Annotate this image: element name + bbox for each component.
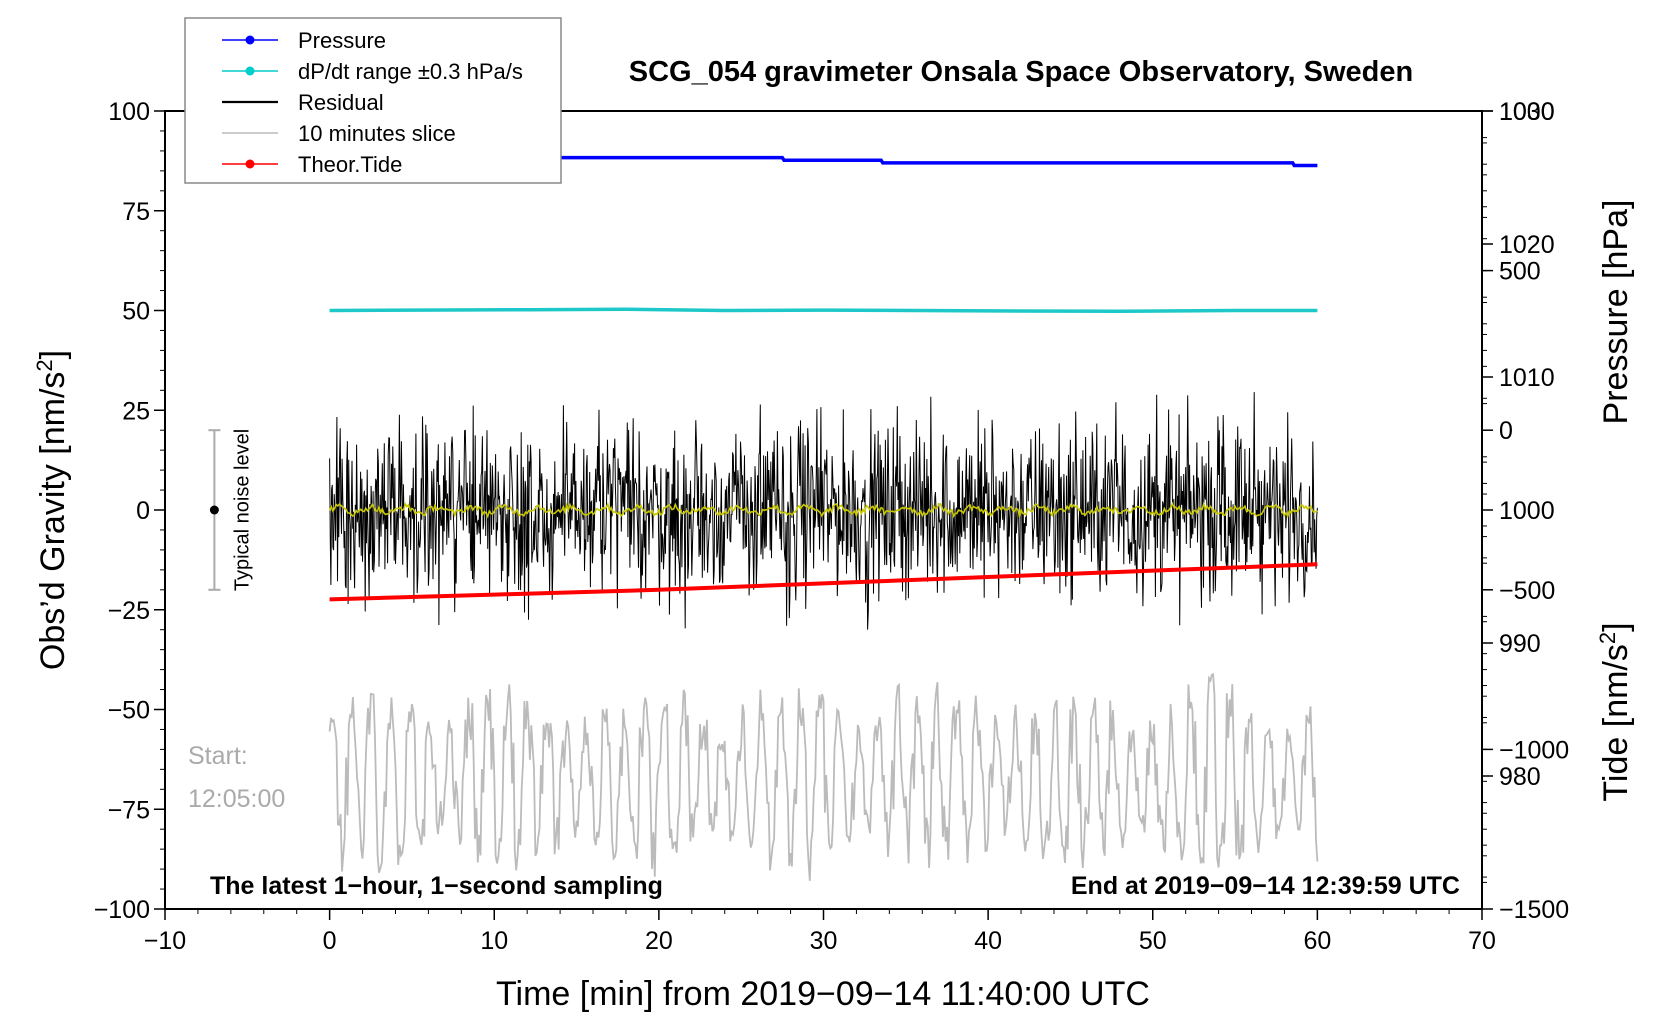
y-tick-label: 25 xyxy=(122,397,150,425)
noise-bar-label: Typical noise level xyxy=(231,429,253,591)
tide-series-line xyxy=(329,562,1318,602)
dpdt-series-line xyxy=(329,307,1318,314)
sampling-note: The latest 1−hour, 1−second sampling xyxy=(210,872,663,900)
legend-box xyxy=(184,17,562,184)
tide-tick-label: 1000 xyxy=(1499,98,1555,126)
y-axis-title-tide: Tide [nm/s2] xyxy=(1595,622,1636,801)
pressure-tick-label: 1000 xyxy=(1499,497,1555,525)
x-tick-label: 30 xyxy=(810,927,838,955)
y-tick-label: −25 xyxy=(108,597,150,625)
legend: Pressure dP/dt range ±0.3 hPa/s Residual 10… xyxy=(184,17,562,184)
residual-smoothed-line xyxy=(328,501,1318,519)
x-tick-label: 40 xyxy=(974,927,1002,955)
noise-bar-center-point xyxy=(209,505,219,515)
x-tick-label: 60 xyxy=(1303,927,1331,955)
y-tick-label: 75 xyxy=(122,198,150,226)
y-axis-title-left: Obs’d Gravity [nm/s2] xyxy=(32,350,73,670)
x-tick-label: 0 xyxy=(323,927,337,955)
x-tick-label: 10 xyxy=(480,927,508,955)
axis-ticks: −10 0 10 20 30 40 50 60 701007550250−25−50−75−10… xyxy=(94,98,1570,955)
y-tick-label: −50 xyxy=(108,697,150,725)
tide-tick-label: 0 xyxy=(1499,417,1513,445)
pressure-tick-label: 990 xyxy=(1499,630,1541,658)
y-tick-label: −100 xyxy=(94,896,150,924)
tide-tick-label: −1000 xyxy=(1499,736,1569,764)
y-tick-label: −75 xyxy=(108,796,150,824)
y-axis-title-pressure: Pressure [hPa] xyxy=(1597,200,1635,425)
pressure-tick-label: 1030 xyxy=(1499,98,1555,126)
pressure-tick-label: 1020 xyxy=(1499,231,1555,259)
legend-swatch-marker xyxy=(245,66,255,76)
legend-label: dP/dt range ±0.3 hPa/s xyxy=(298,59,523,84)
pressure-tick-label: 980 xyxy=(1499,763,1541,791)
tide-tick-label: 500 xyxy=(1499,258,1541,286)
series-layer: Typical noise level xyxy=(208,155,1319,881)
tide-tick-label: −500 xyxy=(1499,577,1555,605)
x-tick-label: 70 xyxy=(1468,927,1496,955)
start-label: Start: xyxy=(188,742,248,770)
chart-title: SCG_054 gravimeter Onsala Space Observat… xyxy=(629,56,1413,88)
residual-series-line xyxy=(329,392,1318,630)
pressure-tick-label: 1010 xyxy=(1499,364,1555,392)
legend-label: Pressure xyxy=(298,28,386,53)
end-time-note: End at 2019−09−14 12:39:59 UTC xyxy=(1071,872,1460,900)
y-tick-label: 50 xyxy=(122,298,150,326)
legend-label: 10 minutes slice xyxy=(298,121,456,146)
legend-swatch-marker xyxy=(245,159,255,169)
y-tick-label: 0 xyxy=(136,497,150,525)
pressure-series-line xyxy=(329,155,1318,168)
y-tick-label: 100 xyxy=(108,98,150,126)
start-time-label: 12:05:00 xyxy=(188,785,285,813)
tide-tick-label: −1500 xyxy=(1499,896,1569,924)
x-tick-label: −10 xyxy=(144,927,186,955)
x-axis-title: Time [min] from 2019−09−14 11:40:00 UTC xyxy=(496,975,1150,1013)
legend-label: Theor.Tide xyxy=(298,152,402,177)
x-tick-label: 20 xyxy=(645,927,673,955)
x-tick-label: 50 xyxy=(1139,927,1167,955)
legend-swatch-marker xyxy=(245,35,255,45)
slice-series-line xyxy=(328,672,1319,881)
legend-label: Residual xyxy=(298,90,384,115)
